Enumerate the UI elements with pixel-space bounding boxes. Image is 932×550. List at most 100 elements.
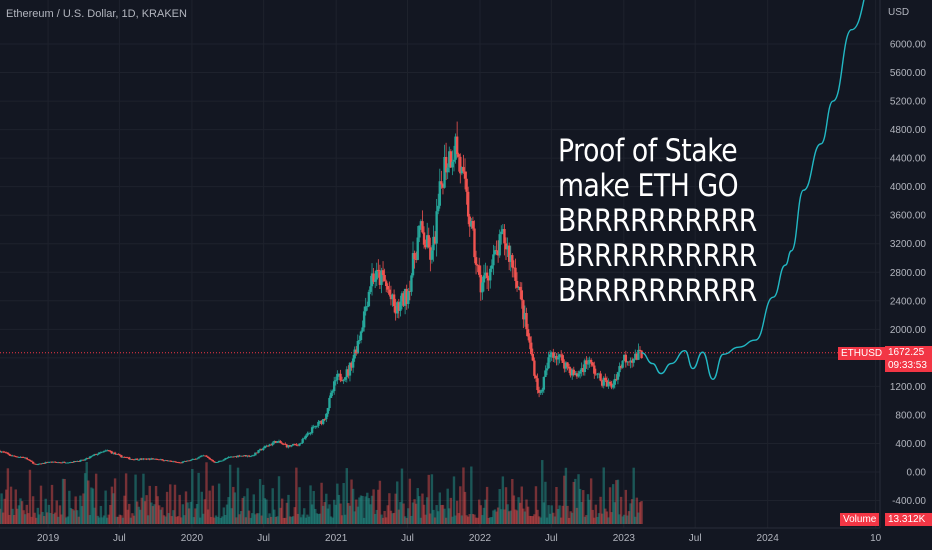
volume-bar — [399, 502, 402, 524]
volume-bar — [545, 517, 549, 524]
volume-bar — [334, 504, 337, 524]
volume-bar — [146, 515, 150, 524]
candle-body — [140, 458, 144, 460]
candle-body — [555, 356, 558, 360]
annotation-line: BRRRRRRRRRR — [558, 273, 757, 309]
candle-body — [208, 457, 211, 460]
volume-bar — [98, 517, 101, 524]
candle-body — [148, 458, 151, 460]
candle-body — [328, 397, 331, 409]
volume-bar — [22, 510, 25, 524]
volume-bar — [478, 499, 481, 524]
candle-body — [329, 392, 333, 398]
candle-body — [295, 444, 298, 446]
candle-body — [514, 267, 517, 281]
volume-bar — [224, 514, 227, 524]
candle-body — [266, 445, 270, 447]
candle-body — [408, 291, 412, 292]
volume-bar — [263, 498, 267, 524]
time-tick-label: 2019 — [37, 533, 60, 544]
candle-body — [93, 454, 96, 456]
candle-body — [634, 353, 637, 359]
volume-bar — [205, 462, 208, 524]
volume-bar — [339, 503, 342, 524]
time-axis[interactable]: 2019 Jul 2020 Jul 2021 Jul 2022 Jul 2023 Jul 2024 1… — [37, 533, 882, 544]
candle-body — [134, 458, 137, 460]
volume-bar — [329, 516, 333, 524]
candle-body — [109, 450, 112, 452]
volume-bar — [254, 514, 257, 524]
candle-body — [299, 442, 303, 444]
candle-body — [146, 458, 150, 460]
candle-body — [288, 445, 292, 447]
volume-bar — [19, 498, 22, 524]
candle-body — [504, 243, 508, 250]
annotation-text: Proof of Stake make ETH GO BRRRRRRRRRR B… — [558, 134, 757, 309]
volume-bar — [418, 496, 421, 524]
volume-bar — [332, 499, 336, 524]
volume-bar — [465, 515, 468, 524]
volume-bar — [299, 517, 303, 524]
candle-body — [79, 460, 82, 462]
volume-bar — [323, 502, 326, 524]
volume-bar — [425, 497, 429, 524]
candle-body — [394, 306, 397, 314]
volume-bar — [301, 514, 304, 524]
symbol-price-tag: ETHUSD — [838, 347, 886, 360]
candle-body — [292, 444, 295, 446]
candle-body — [547, 357, 550, 369]
volume-bar — [183, 515, 186, 524]
volume-bar — [582, 490, 585, 524]
candle-body — [239, 455, 243, 457]
candle-body — [336, 373, 339, 381]
volume-bar — [569, 511, 572, 524]
candle-body — [373, 279, 377, 282]
candle-body — [624, 354, 628, 363]
volume-bar — [227, 497, 230, 524]
candle-body — [42, 463, 46, 464]
candle-body — [273, 441, 276, 443]
volume-bar — [31, 496, 35, 524]
candle-body — [30, 460, 33, 462]
volume-bar — [306, 514, 309, 524]
candle-body — [38, 463, 41, 465]
candle-body — [222, 459, 226, 461]
volume-bar — [271, 488, 274, 524]
candle-body — [629, 360, 632, 363]
candle-body — [139, 458, 142, 460]
candle-body — [476, 264, 479, 266]
candle-body — [512, 267, 516, 269]
candle-body — [225, 457, 229, 459]
volume-bar — [422, 504, 426, 524]
candle-body — [69, 462, 73, 463]
volume-bar — [151, 506, 155, 524]
candle-body — [233, 456, 237, 458]
volume-bar — [429, 513, 432, 524]
candle-body — [397, 302, 401, 311]
candle-body — [630, 360, 634, 363]
volume-bar — [42, 516, 46, 524]
candle-body — [640, 350, 643, 359]
price-axis[interactable]: 6000.00 5600.00 5200.00 4800.00 4400.00 4000.… — [890, 40, 927, 508]
volume-bar — [315, 513, 319, 524]
volume-bar — [503, 509, 506, 524]
volume-bar — [553, 516, 557, 524]
candle-body — [487, 278, 490, 281]
candle-body — [235, 456, 238, 458]
symbol-title[interactable]: Ethereum / U.S. Dollar, 1D, KRAKEN — [6, 8, 187, 20]
currency-label: USD — [888, 7, 909, 18]
candle-body — [77, 461, 81, 462]
candle-body — [203, 455, 207, 457]
volume-bar — [105, 517, 109, 524]
volume-bar — [170, 516, 174, 524]
time-tick-label: 10 — [870, 533, 882, 544]
volume-bar — [589, 478, 593, 524]
candle-body — [113, 452, 117, 455]
time-tick-label: 2020 — [181, 533, 204, 544]
price-tick-label: 2000.00 — [890, 325, 927, 336]
candle-body — [238, 455, 241, 457]
candle-body — [616, 372, 620, 380]
candle-body — [506, 245, 509, 250]
candle-body — [49, 461, 52, 463]
